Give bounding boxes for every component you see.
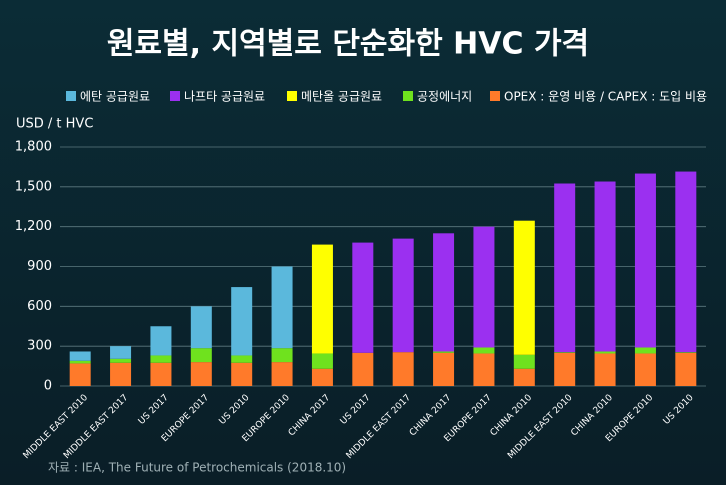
y-axis-label: USD / t HVC [16,117,93,132]
bar-segment [634,347,656,354]
bar-segment [554,183,576,353]
bar-segment [231,362,253,386]
bar-segment [513,354,535,369]
bar-segment [69,360,91,364]
bar-segment [271,266,293,349]
bar-segment [513,368,535,386]
bar-segment [352,242,374,353]
bar-segment [433,233,455,352]
y-tick-label: 1,500 [15,179,52,194]
bar-segment [513,220,535,355]
legend-label: 메탄올 공급원료 [301,90,382,104]
bar-segment [69,351,91,361]
bar-segment [231,287,253,356]
bar-segment [110,346,132,359]
bar-segment [473,347,495,354]
legend-label: 나프타 공급원료 [184,90,265,104]
bar-segment [554,352,576,353]
bar-segment [392,238,414,353]
y-tick-label: 900 [27,259,52,274]
legend-swatch [170,91,180,101]
bar-segment [69,363,91,386]
legend-swatch [287,91,297,101]
bar-segment [110,358,132,363]
bar-segment [190,306,212,349]
bar-segment [433,351,455,353]
bar-segment [271,362,293,386]
bar-segment [150,326,172,356]
legend-swatch [490,91,500,101]
bar-segment [190,362,212,386]
source: 자료 : IEA, The Future of Petrochemicals (… [48,461,346,475]
y-tick-label: 300 [27,339,52,354]
bar-segment [675,171,697,353]
legend-swatch [66,91,76,101]
bar-segment [433,352,455,386]
bar-segment [311,244,333,354]
bar-segment [594,351,616,354]
bar-segment [150,355,172,363]
bar-segment [311,353,333,369]
y-tick-label: 1,800 [15,140,52,155]
y-tick-label: 600 [27,299,52,314]
legend-swatch [403,91,413,101]
bar-segment [352,352,374,386]
bar-segment [473,226,495,348]
bar-segment [594,353,616,386]
bar-segment [554,352,576,386]
bar-segment [150,362,172,386]
bar-segment [473,353,495,386]
bar-segment [675,352,697,353]
bar-segment [392,352,414,386]
bar-segment [311,368,333,386]
bar-segment [634,353,656,386]
bar-segment [231,355,253,363]
bar-segment [190,348,212,363]
bar-segment [110,362,132,386]
y-tick-label: 0 [44,379,52,394]
legend-label: 에탄 공급원료 [80,90,150,104]
y-tick-label: 1,200 [15,219,52,234]
bar-segment [634,173,656,348]
chart-title: 원료별, 지역별로 단순화한 HVC 가격 [107,27,589,62]
bar-segment [675,352,697,386]
bar-segment [594,181,616,352]
legend-label: OPEX : 운영 비용 / CAPEX : 도입 비용 [504,90,707,104]
bar-segment [271,348,293,363]
legend-label: 공정에너지 [417,90,472,104]
